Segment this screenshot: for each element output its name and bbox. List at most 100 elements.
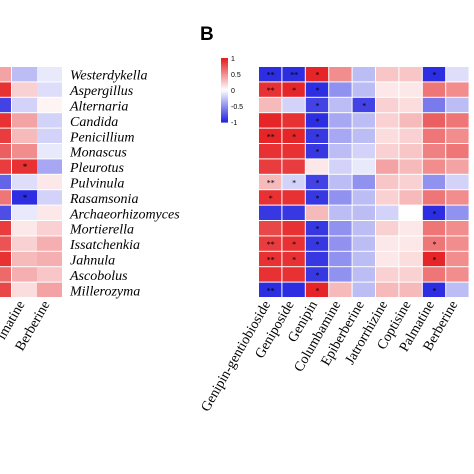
significance-mark: * [316,117,320,126]
colorbar-segment [221,109,228,112]
heatmap-a-cell [12,97,37,113]
colorbar-segment [221,102,228,105]
heatmap-b-cell [422,190,446,205]
heatmap-b-cell [259,67,282,82]
significance-mark: ** [290,71,298,80]
colorbar-segment [221,64,228,67]
row-label: Rasamsonia [69,192,138,207]
heatmap-b-cell [399,144,422,159]
heatmap-b-cell [446,113,469,128]
heatmap-b-cell [446,144,469,159]
colorbar-segment [221,67,228,70]
heatmap-b-cell [305,67,329,82]
significance-mark: ** [267,256,275,265]
colorbar-segment [221,90,228,93]
heatmap-a-cell [12,82,37,97]
heatmap-b-cell [259,205,282,220]
heatmap-b-cell [259,128,282,143]
heatmap-b-cell [376,236,399,251]
colorbar-segment [221,117,228,120]
heatmap-b-cell [376,174,399,190]
colorbar: 1 0.5 0 -0.5 -1 [221,56,243,127]
significance-mark: * [316,271,320,280]
colorbar-segment [221,107,228,110]
colorbar-segment [221,93,228,96]
heatmap-b-cell [422,144,446,159]
row-label: Archaeorhizomyces [69,207,180,222]
heatmap-b-cell [399,97,422,113]
heatmap-b-cell [282,113,305,128]
heatmap-b-cell [329,128,352,143]
heatmap-b-cell [376,128,399,143]
heatmap-b-cell [282,159,305,174]
significance-mark: ** [267,132,275,141]
heatmap-b-cell [329,236,352,251]
heatmap-a-cell [37,82,62,97]
heatmap-b-cell [352,67,375,82]
heatmap-b-cell [282,267,305,282]
heatmap-b-cell [376,190,399,205]
heatmap-b-cell [259,82,282,97]
heatmap-b-cell [352,159,375,174]
heatmap-b-cell [352,205,375,220]
heatmap-a-cell [37,221,62,236]
heatmap-b-cell [282,205,305,220]
heatmap-b-cell [282,190,305,205]
heatmap-b-cell [305,113,329,128]
colorbar-segment [221,88,228,91]
significance-mark: ** [267,179,275,188]
heatmap-a-cell [0,97,11,113]
heatmap-b-cell [446,282,469,297]
heatmap-b-cell [352,221,375,236]
colorbar-segment [221,120,228,123]
colorbar-segment [221,110,228,113]
row-label: Candida [70,115,118,130]
colorbar-segment [221,85,228,88]
heatmap-b-cell [422,67,446,82]
heatmap-a-cell [0,174,11,190]
heatmap-b-cell [422,113,446,128]
colorbar-segment [221,86,228,89]
heatmap-b-cell [376,144,399,159]
colorbar-tick-label: 0.5 [231,72,241,79]
heatmap-b-cell [446,174,469,190]
significance-mark: * [316,194,320,203]
heatmap-b-cell [305,251,329,267]
significance-mark: ** [267,86,275,95]
colorbar-segment [221,78,228,81]
heatmap-a-cell [0,67,11,82]
heatmap-b-cell [446,97,469,113]
heatmap-b-cell [399,236,422,251]
significance-mark: * [292,132,296,141]
heatmap-b-cell [422,221,446,236]
heatmap-b-cell [422,128,446,143]
heatmap-a-cell [37,190,62,205]
heatmap-b-cell [446,221,469,236]
heatmap-b-cell [259,221,282,236]
colorbar-segment [221,115,228,118]
heatmap-b-cell [399,190,422,205]
heatmap-b-cell [259,251,282,267]
heatmap-a-cell [0,190,11,205]
significance-mark: * [362,102,366,111]
colorbar-segment [221,72,228,75]
heatmap-b-cell [446,159,469,174]
row-label: Alternaria [69,100,128,115]
heatmap-a-cell [0,236,11,251]
heatmap-b-cell [259,144,282,159]
heatmap-b-cell [259,282,282,297]
row-label: Jahnula [70,254,115,269]
heatmap-b-cell [422,174,446,190]
heatmap-b-cell [259,267,282,282]
significance-mark: * [23,193,28,203]
heatmap-a-cell [12,67,37,82]
significance-mark: ** [267,286,275,295]
heatmap-a-cell [12,174,37,190]
heatmap-b-cell [305,97,329,113]
heatmap-b-cell [282,221,305,236]
heatmap-b-cell [305,190,329,205]
heatmap-a-cell [0,128,11,143]
heatmap-a-cell [37,174,62,190]
heatmap-b-cell [329,159,352,174]
row-label: Mortierella [69,223,134,238]
